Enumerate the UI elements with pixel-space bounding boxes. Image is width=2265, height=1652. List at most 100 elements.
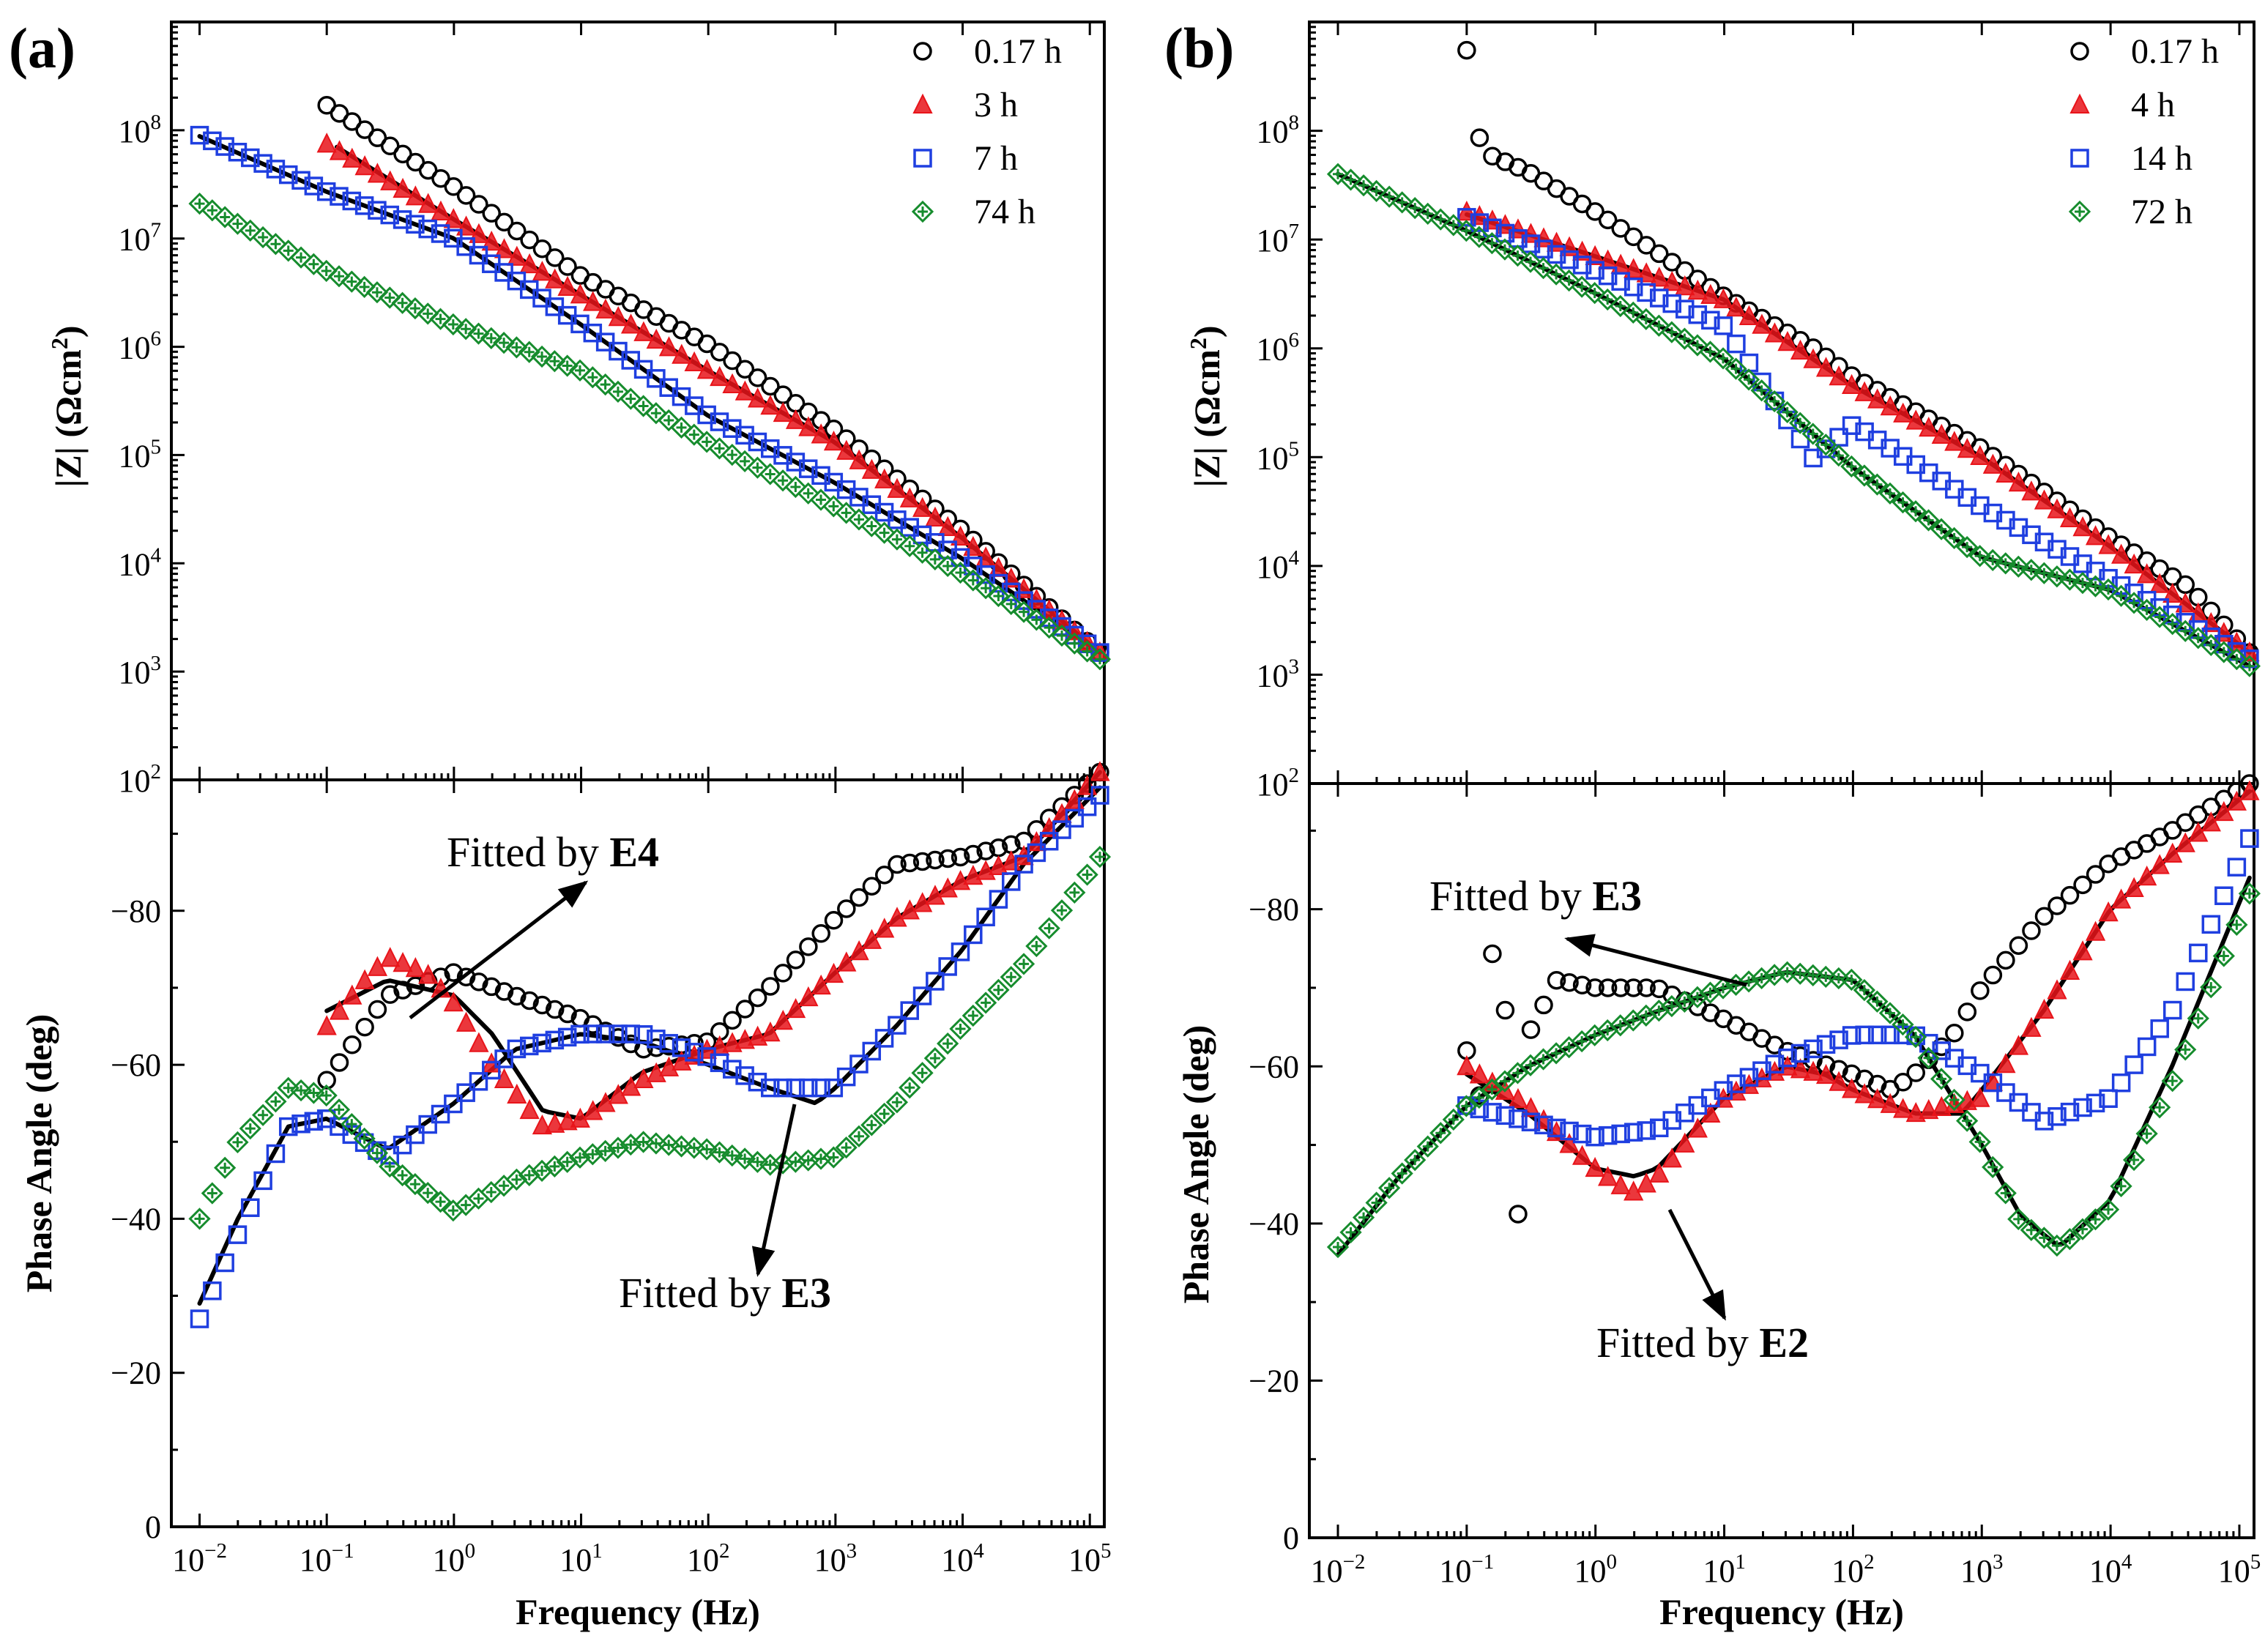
data-point bbox=[1455, 220, 1478, 242]
data-point bbox=[494, 212, 514, 232]
data-point bbox=[1803, 1060, 1823, 1081]
data-point bbox=[482, 1060, 501, 1080]
data-point bbox=[2071, 1218, 2094, 1240]
data-point bbox=[847, 508, 871, 531]
data-point bbox=[684, 351, 704, 372]
data-point bbox=[2227, 857, 2247, 877]
y-tick-label: −60 bbox=[111, 1047, 161, 1083]
data-point bbox=[1050, 624, 1074, 647]
data-point bbox=[482, 977, 501, 997]
data-point bbox=[899, 487, 920, 507]
data-point bbox=[1637, 283, 1656, 302]
data-point bbox=[581, 1143, 604, 1166]
annotation-text: Fitted by E3 bbox=[619, 1269, 831, 1317]
data-point bbox=[1662, 294, 1682, 313]
data-point bbox=[849, 940, 869, 961]
data-point bbox=[417, 302, 439, 325]
data-point bbox=[403, 297, 427, 320]
data-point bbox=[1065, 808, 1085, 828]
data-point bbox=[545, 1000, 565, 1019]
data-point bbox=[912, 852, 932, 871]
data-point bbox=[444, 963, 464, 982]
data-point bbox=[938, 957, 957, 976]
data-point bbox=[1544, 1042, 1568, 1065]
data-point bbox=[455, 1011, 477, 1032]
panel-b-phase-y-ticks: 0 −20 −40 −60 −80 bbox=[1249, 829, 1323, 1556]
data-point bbox=[1547, 1118, 1566, 1138]
data-point bbox=[532, 1114, 553, 1135]
data-point bbox=[228, 142, 248, 162]
data-point bbox=[1468, 226, 1491, 248]
data-point bbox=[1765, 1054, 1785, 1074]
data-point bbox=[620, 1133, 642, 1156]
data-point bbox=[1789, 412, 1812, 434]
y-tick-label: 102 bbox=[119, 760, 162, 799]
data-point bbox=[1583, 282, 1606, 305]
data-point bbox=[543, 350, 566, 373]
data-point bbox=[608, 305, 628, 327]
data-point bbox=[1077, 797, 1097, 816]
data-point bbox=[1763, 964, 1786, 986]
data-point bbox=[418, 1115, 437, 1134]
data-point bbox=[1416, 1135, 1439, 1158]
data-point bbox=[1880, 1093, 1900, 1113]
data-point bbox=[1521, 1020, 1541, 1039]
data-point bbox=[558, 1004, 577, 1024]
data-point bbox=[1483, 1103, 1502, 1122]
data-point bbox=[670, 416, 693, 439]
y-tick-label: 104 bbox=[1257, 546, 1300, 585]
data-point bbox=[761, 376, 780, 396]
data-point bbox=[1956, 535, 1979, 559]
data-point bbox=[2135, 598, 2158, 622]
data-point bbox=[1906, 1063, 1925, 1082]
data-point bbox=[264, 1090, 287, 1113]
data-point bbox=[962, 1004, 984, 1027]
data-point bbox=[469, 972, 488, 991]
data-point bbox=[659, 1034, 678, 1053]
data-point bbox=[862, 877, 882, 896]
data-point bbox=[1572, 975, 1592, 995]
data-point bbox=[1483, 944, 1502, 964]
data-point bbox=[1714, 316, 1733, 335]
data-point bbox=[1866, 990, 1889, 1013]
data-point bbox=[900, 1001, 919, 1020]
data-point bbox=[721, 443, 743, 466]
data-point bbox=[1737, 970, 1760, 993]
data-point bbox=[304, 1112, 324, 1131]
data-point bbox=[1675, 275, 1695, 296]
data-point bbox=[1829, 1030, 1848, 1049]
data-point bbox=[606, 380, 630, 403]
data-point bbox=[379, 1155, 401, 1178]
legend-item: 0.17 h bbox=[2070, 32, 2219, 71]
data-point bbox=[1675, 1132, 1695, 1153]
data-point bbox=[2084, 575, 2107, 598]
data-point bbox=[2189, 943, 2208, 963]
data-point bbox=[1610, 1174, 1631, 1194]
data-point bbox=[1996, 1083, 2015, 1102]
data-point bbox=[2021, 1016, 2042, 1037]
data-point bbox=[1971, 1063, 1990, 1083]
data-point bbox=[2059, 507, 2080, 528]
data-point bbox=[1867, 388, 1888, 409]
y-tick-label: 107 bbox=[1257, 220, 1300, 258]
data-point bbox=[2047, 498, 2067, 518]
y-tick-label: 106 bbox=[119, 327, 162, 366]
data-point bbox=[2111, 543, 2132, 564]
data-point bbox=[632, 395, 655, 417]
data-point bbox=[393, 144, 412, 164]
data-point bbox=[1076, 640, 1098, 663]
data-point bbox=[1025, 609, 1048, 631]
data-point bbox=[923, 548, 946, 570]
data-point bbox=[492, 332, 516, 354]
data-point bbox=[429, 308, 452, 330]
data-point bbox=[266, 160, 286, 179]
x-tick-label: 100 bbox=[433, 1539, 476, 1578]
data-point bbox=[1917, 1046, 1940, 1069]
data-point bbox=[1853, 978, 1876, 1002]
data-point bbox=[2212, 641, 2235, 663]
panel-label-a: (a) bbox=[9, 16, 75, 80]
data-point bbox=[1560, 1121, 1579, 1141]
data-point bbox=[1429, 208, 1452, 231]
data-point bbox=[1777, 331, 1798, 351]
data-point bbox=[1506, 1062, 1529, 1084]
